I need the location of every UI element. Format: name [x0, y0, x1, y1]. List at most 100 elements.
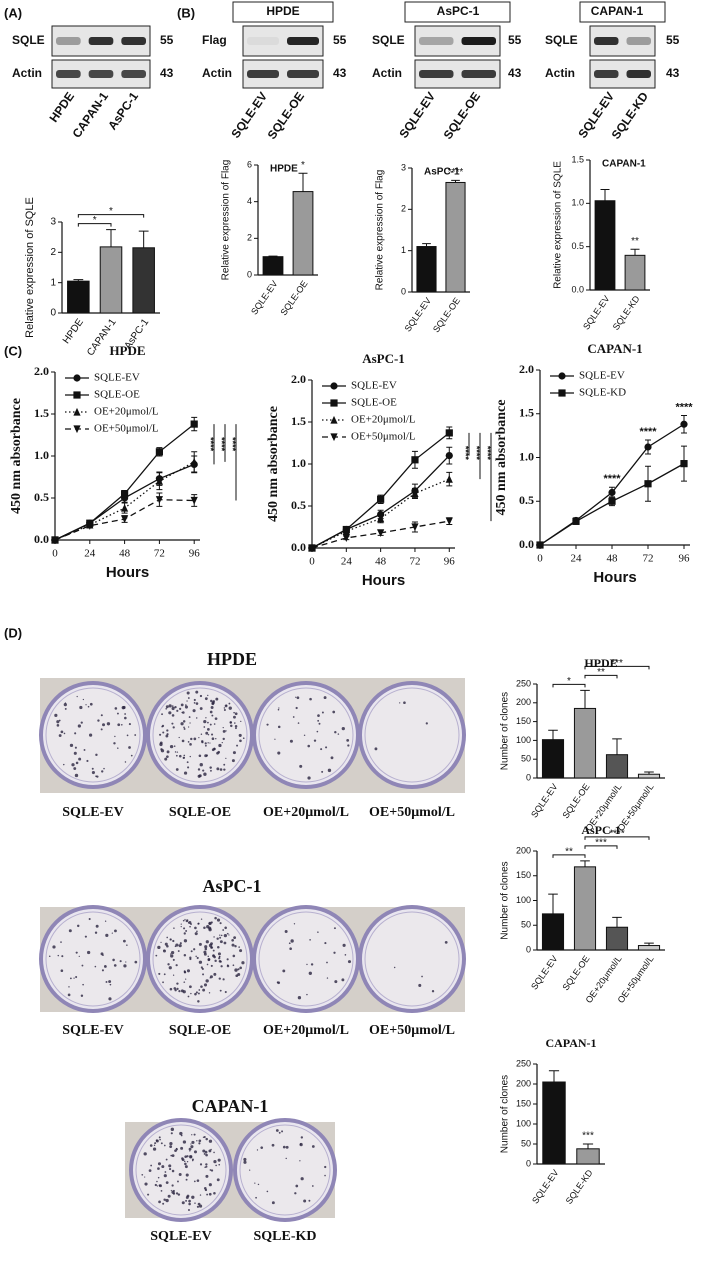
colony-dot — [95, 924, 99, 928]
error-bar — [422, 243, 431, 247]
series-line — [311, 478, 450, 549]
colony-dot — [325, 746, 328, 749]
colony-dot — [180, 925, 182, 928]
colony-dot — [444, 940, 448, 944]
colony-dot — [159, 742, 163, 747]
colony-dot — [238, 946, 240, 948]
colony-dot — [285, 1145, 289, 1149]
colony-dot — [219, 768, 223, 771]
colony-dot — [75, 976, 78, 979]
blot-lane-label: SQLE-OE — [265, 90, 307, 142]
colony-dot — [271, 1201, 275, 1205]
colony-dot — [233, 715, 236, 719]
colony-dot — [226, 932, 229, 935]
colony-dot — [166, 733, 169, 736]
legend-label: SQLE-EV — [94, 372, 140, 384]
blot-size: 55 — [666, 33, 680, 47]
colony-dot — [205, 1174, 209, 1178]
colony-dot — [196, 1205, 200, 1208]
colony-dot — [75, 951, 78, 954]
colony-dot — [171, 1154, 175, 1158]
colony-dot — [174, 945, 177, 948]
colony-dot — [143, 1152, 147, 1156]
colony-dot — [284, 930, 288, 934]
colony-dot — [186, 1160, 189, 1163]
colony-dot — [255, 1196, 257, 1199]
colony-dot — [234, 968, 238, 972]
colony-dot — [320, 748, 323, 751]
panel-label: (B) — [177, 5, 195, 20]
colony-dot — [334, 731, 337, 734]
colony-dot — [61, 955, 64, 958]
colony-dot — [173, 745, 176, 747]
colony-dot — [77, 724, 81, 728]
error-bar — [548, 893, 558, 914]
bar — [132, 247, 155, 314]
colony-dot — [168, 704, 172, 708]
colony-dot — [311, 1145, 315, 1148]
legend-marker — [330, 399, 338, 407]
y-tick-label: 200 — [516, 845, 531, 855]
colony-dot — [209, 766, 212, 769]
colony-dot — [188, 716, 191, 718]
colony-dot — [112, 958, 115, 962]
colony-dot — [239, 739, 242, 743]
colony-dot — [189, 985, 192, 989]
colony-dot — [185, 978, 187, 980]
colony-dot — [292, 716, 295, 718]
colony-dot — [183, 771, 188, 775]
marker — [411, 489, 419, 497]
colony-dot — [222, 929, 225, 931]
colony-dot — [179, 1131, 183, 1136]
colony-dot — [58, 719, 61, 722]
colony-dot — [105, 981, 108, 983]
colony-dot — [178, 736, 180, 739]
marker — [121, 490, 129, 498]
colony-dot — [205, 717, 207, 719]
colony-dot — [202, 1136, 205, 1138]
colony-dot — [266, 1190, 269, 1193]
error-bar — [612, 916, 622, 928]
colony-title: CAPAN-1 — [192, 1096, 269, 1116]
blot-band — [121, 70, 146, 78]
y-tick-label: 1 — [401, 245, 406, 255]
colony-dot — [161, 1165, 165, 1169]
colony-dot — [179, 707, 182, 711]
colony-dot — [321, 711, 324, 714]
colony-dot — [204, 947, 208, 951]
colony-dot — [74, 732, 77, 735]
colony-dot — [154, 1183, 157, 1187]
colony-dot — [147, 1193, 150, 1196]
colony-dot — [68, 986, 70, 988]
colony-dot — [203, 726, 206, 728]
x-tick-label: SQLE-EV — [529, 954, 560, 992]
colony-dot — [257, 1183, 260, 1186]
blot-title: HPDE — [266, 4, 299, 18]
significance-label: * — [567, 676, 571, 687]
colony-dot — [197, 922, 200, 925]
significance-label: *** — [611, 658, 623, 669]
colony-dot — [205, 1163, 208, 1166]
colony-dot — [78, 955, 80, 958]
plate — [364, 687, 460, 783]
colony-dot — [307, 744, 311, 748]
colony-dot — [203, 952, 207, 956]
blot-band — [247, 37, 279, 45]
colony-dot — [189, 755, 191, 758]
significance-label: * — [93, 215, 97, 226]
y-axis-label: 450 nm absorbance — [494, 400, 509, 516]
colony-dot — [202, 769, 205, 772]
colony-dot — [177, 950, 180, 952]
colony-dot — [278, 707, 280, 709]
colony-dot — [344, 954, 347, 956]
colony-dot — [170, 950, 175, 955]
x-tick-label: 24 — [84, 548, 96, 560]
colony-dot — [113, 742, 116, 745]
colony-dot — [159, 1138, 161, 1141]
marker — [190, 420, 198, 428]
colony-dot — [63, 763, 65, 766]
colony-dot — [229, 721, 233, 724]
colony-dot — [311, 1185, 314, 1187]
y-tick-label: 0.0 — [519, 537, 534, 551]
colony-dot — [189, 722, 191, 724]
